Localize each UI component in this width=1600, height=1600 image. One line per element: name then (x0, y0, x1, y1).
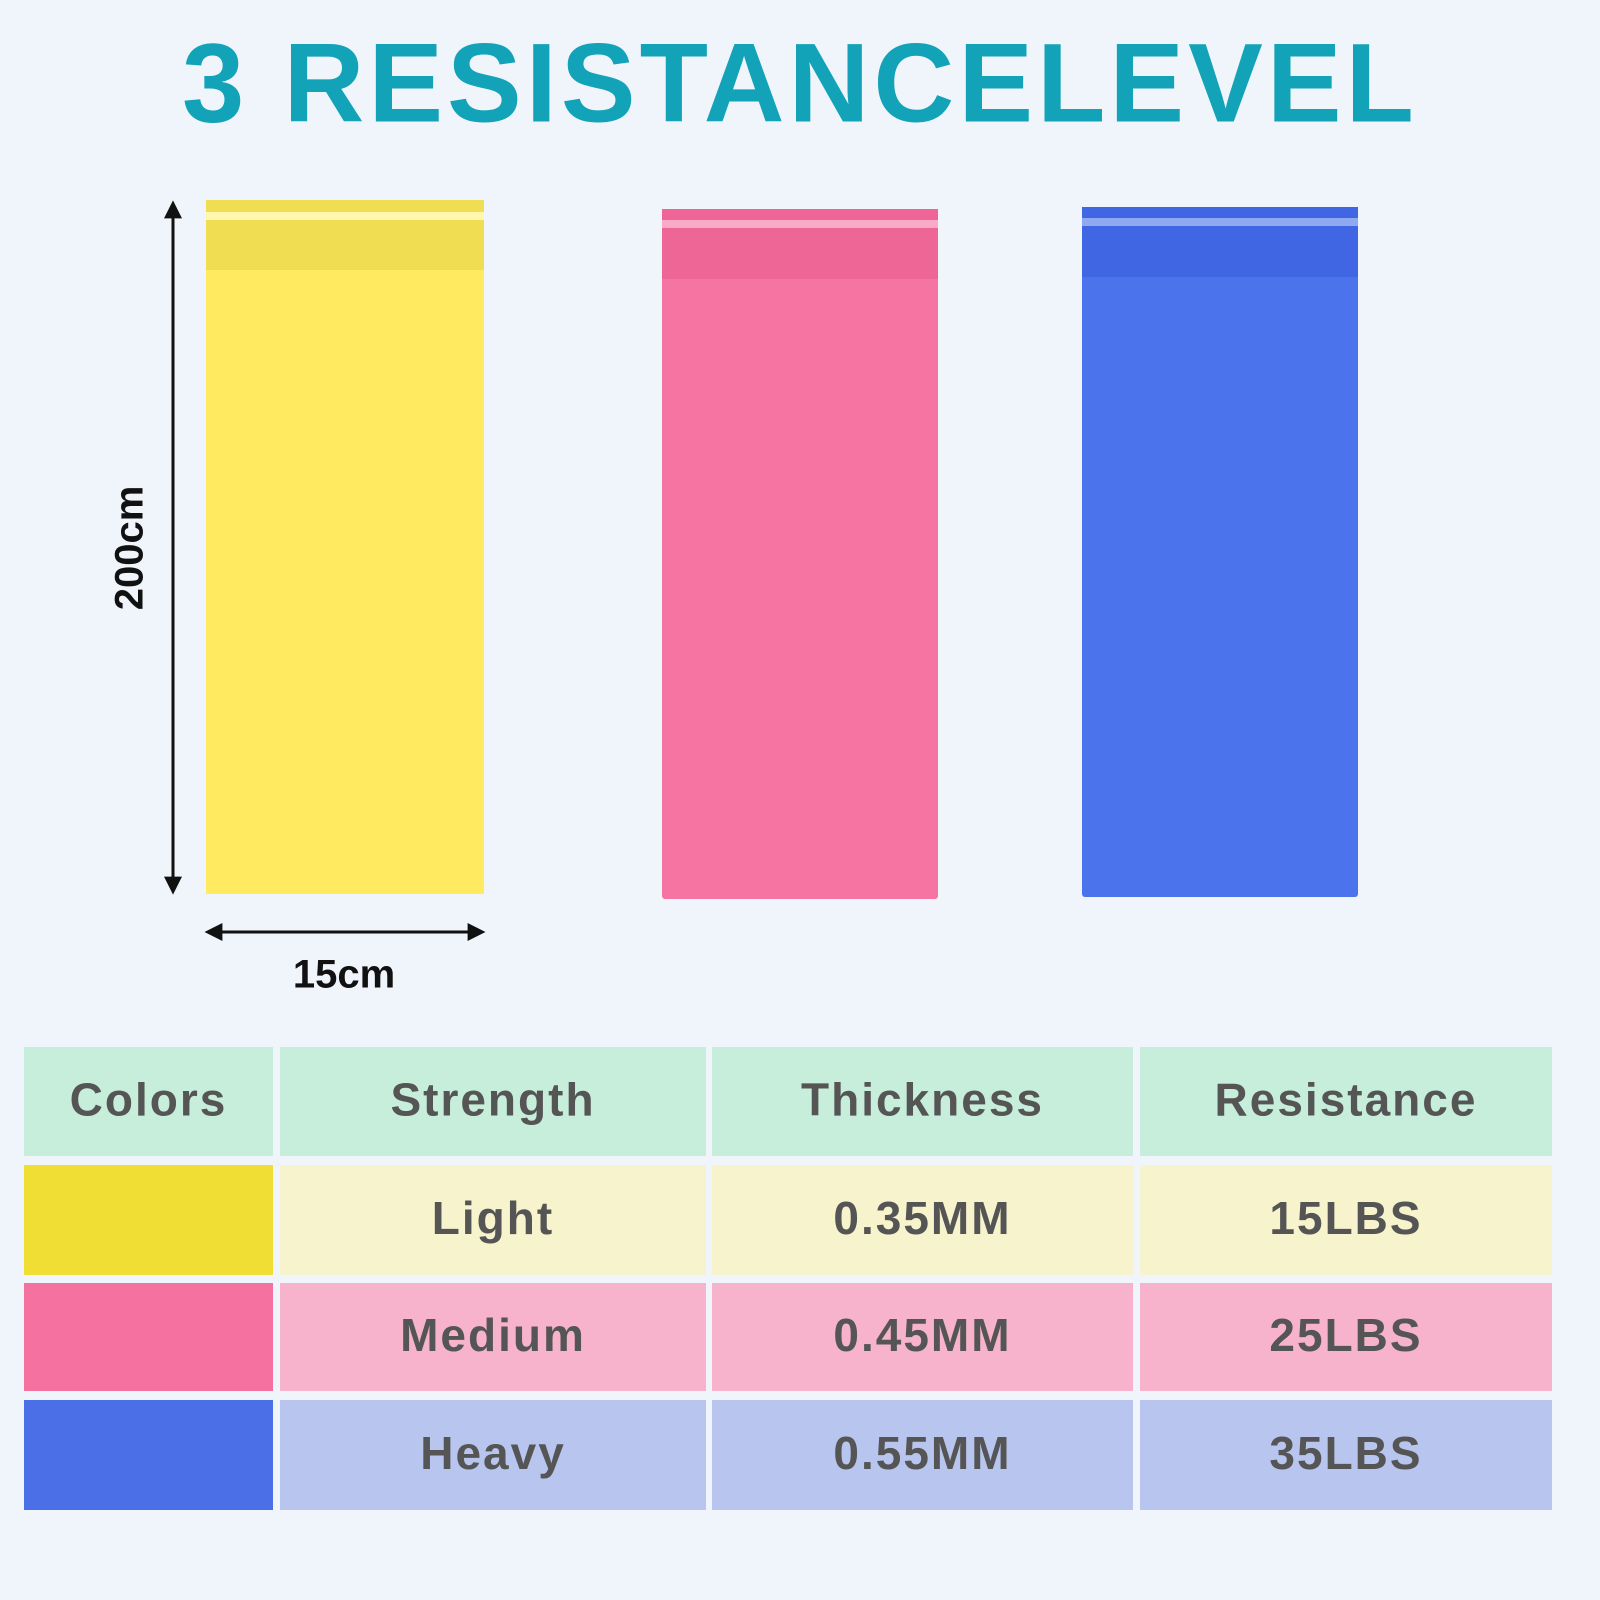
table-cell (280, 1400, 706, 1510)
cell-text: 25LBS (1269, 1309, 1422, 1361)
yellow-band (206, 200, 484, 894)
color-swatch (24, 1400, 273, 1510)
blue-band (1082, 207, 1358, 897)
header-text: Thickness (801, 1074, 1044, 1126)
cell-text: 35LBS (1269, 1427, 1422, 1479)
header-cell (24, 1047, 273, 1156)
header-text: Strength (390, 1074, 595, 1126)
cell-text: 0.45MM (833, 1309, 1011, 1361)
band-shade (662, 209, 938, 279)
band-shade (1082, 207, 1358, 277)
table-cell (280, 1283, 706, 1391)
band-highlight (662, 220, 938, 228)
header-text: Resistance (1215, 1074, 1478, 1126)
cell-text: Medium (400, 1309, 586, 1361)
band-highlight (206, 212, 484, 220)
cell-text: 0.35MM (833, 1192, 1011, 1244)
pink-band (662, 209, 938, 899)
title: 3 RESISTANCELEVEL (182, 21, 1418, 146)
table-cell (280, 1165, 706, 1275)
cell-text: Heavy (420, 1427, 566, 1479)
header-text: Colors (70, 1074, 228, 1126)
height-label: 200cm (108, 486, 152, 611)
width-label: 15cm (293, 953, 395, 997)
table-cell (1140, 1283, 1552, 1391)
cell-text: 15LBS (1269, 1192, 1422, 1244)
table-cell (712, 1165, 1133, 1275)
cell-text: 0.55MM (833, 1427, 1011, 1479)
band-shade (206, 200, 484, 270)
color-swatch (24, 1165, 273, 1275)
cell-text: Light (432, 1192, 554, 1244)
header-cell (280, 1047, 706, 1156)
color-swatch (24, 1283, 273, 1391)
spec-table: Colors Strength Thickness Resistance Light 0.… (24, 1047, 1552, 1510)
header-cell (712, 1047, 1133, 1156)
band-highlight (1082, 218, 1358, 226)
table-cell (712, 1400, 1133, 1510)
table-cell (1140, 1165, 1552, 1275)
table-cell (712, 1283, 1133, 1391)
header-cell (1140, 1047, 1552, 1156)
table-cell (1140, 1400, 1552, 1510)
